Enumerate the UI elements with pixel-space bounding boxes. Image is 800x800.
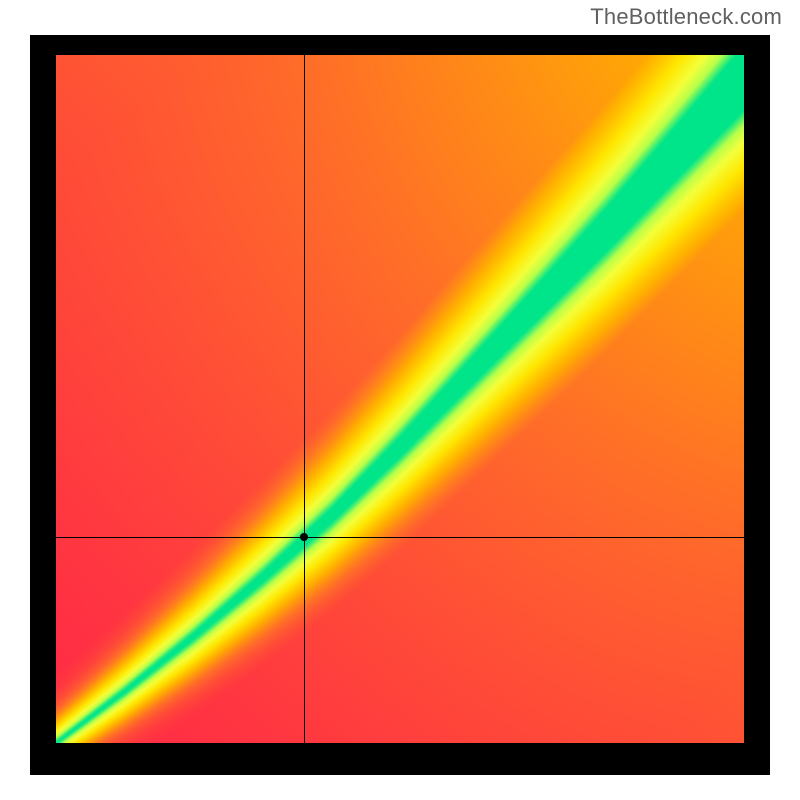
crosshair-marker (300, 533, 308, 541)
page-container: TheBottleneck.com (0, 0, 800, 800)
crosshair-horizontal (56, 537, 744, 538)
chart-outer-frame (30, 35, 770, 775)
heatmap-plot (56, 55, 744, 743)
heatmap-canvas (56, 55, 744, 743)
crosshair-vertical (304, 55, 305, 743)
watermark-text: TheBottleneck.com (590, 4, 782, 30)
